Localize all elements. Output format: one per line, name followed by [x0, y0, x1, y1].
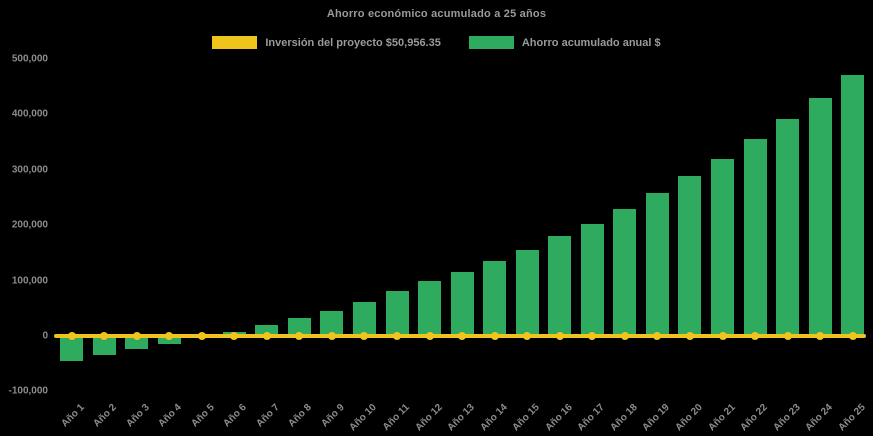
x-axis-tick-label: Año 25	[836, 402, 868, 434]
investment-line-marker	[490, 332, 499, 340]
bar-año-22	[743, 139, 767, 336]
x-axis-tick-label: Año 7	[254, 402, 282, 430]
investment-line-marker	[327, 332, 336, 340]
investment-line-marker	[132, 332, 141, 340]
investment-line-marker	[718, 332, 727, 340]
x-axis-tick-label: Año 8	[286, 402, 315, 430]
bar-año-10	[352, 301, 376, 336]
chart-title: Ahorro económico acumulado a 25 años	[326, 8, 547, 20]
bar-año-7	[255, 324, 279, 336]
bar-año-3	[125, 336, 149, 350]
bar-año-24	[808, 97, 832, 336]
bar-año-12	[418, 281, 442, 336]
bar-año-15	[515, 249, 539, 336]
legend-label-investment: Inversión del proyecto $50,956.35	[265, 36, 441, 49]
investment-line-marker	[67, 332, 76, 340]
investment-line-marker	[360, 332, 369, 340]
x-axis-tick-label: Año 19	[640, 402, 673, 434]
x-axis-tick-label: Año 16	[543, 402, 575, 434]
legend: Inversión del proyecto $50,956.35 Ahorro…	[0, 36, 873, 49]
investment-line-marker	[262, 332, 271, 340]
investment-line-marker	[165, 332, 174, 340]
investment-line-marker	[425, 332, 434, 340]
x-axis-tick-label: Año 12	[412, 402, 445, 434]
legend-swatch-savings-icon	[468, 36, 514, 49]
x-axis-tick-label: Año 5	[189, 402, 217, 430]
investment-line-marker	[295, 332, 304, 340]
x-axis-tick-label: Año 20	[673, 402, 705, 434]
bar-año-20	[678, 176, 702, 336]
x-axis-tick-label: Año 13	[445, 402, 477, 434]
bar-año-19	[645, 192, 669, 336]
investment-line-marker	[620, 332, 629, 340]
y-axis-tick-label: 500,000	[11, 53, 48, 65]
x-axis-tick-label: Año 1	[58, 402, 87, 430]
x-axis-tick-label: Año 11	[380, 402, 412, 433]
investment-line-marker	[588, 332, 597, 340]
y-axis-tick-label: -100,000	[8, 385, 48, 397]
investment-line-marker	[100, 332, 109, 340]
y-axis-tick-label: 200,000	[11, 219, 48, 231]
x-axis-tick-label: Año 22	[738, 402, 770, 434]
bar-año-23	[776, 118, 800, 336]
bar-año-13	[450, 272, 474, 336]
legend-label-savings: Ahorro acumulado anual $	[521, 36, 661, 49]
investment-line-marker	[653, 332, 662, 340]
bar-año-9	[320, 310, 344, 336]
investment-line-marker	[523, 332, 532, 340]
x-axis-tick-label: Año 18	[608, 402, 640, 434]
bar-año-2	[92, 336, 116, 356]
investment-line-marker	[783, 332, 792, 340]
y-axis-tick-label: 300,000	[11, 164, 48, 176]
x-axis-tick-label: Año 17	[575, 402, 608, 434]
x-axis-tick-label: Año 3	[123, 402, 152, 430]
investment-line-marker	[816, 332, 825, 340]
bar-año-11	[385, 291, 409, 336]
investment-line-marker	[230, 332, 239, 340]
investment-line-marker	[555, 332, 564, 340]
bar-año-8	[287, 318, 311, 336]
investment-line-marker	[751, 332, 760, 340]
x-axis-tick-label: Año 4	[156, 402, 184, 430]
investment-line-marker	[393, 332, 401, 340]
x-axis-tick-label: Año 9	[319, 402, 347, 430]
x-axis-tick-label: Año 24	[803, 402, 835, 434]
x-axis-tick-label: Año 6	[221, 402, 250, 430]
investment-line-marker	[685, 332, 694, 340]
bar-año-25	[841, 74, 865, 336]
bar-año-21	[711, 158, 734, 336]
x-axis-tick-label: Año 15	[510, 402, 542, 434]
x-axis-tick-label: Año 14	[478, 402, 510, 434]
x-axis-tick-label: Año 2	[91, 402, 119, 430]
bar-año-18	[613, 208, 637, 336]
bar-año-1	[60, 336, 83, 361]
investment-line-marker	[197, 332, 206, 340]
y-axis-tick-label: 0	[42, 330, 48, 342]
legend-swatch-investment-icon	[212, 36, 258, 49]
x-axis-tick-label: Año 23	[771, 402, 803, 434]
y-axis-tick-label: 100,000	[11, 275, 48, 287]
legend-item-investment: Inversión del proyecto $50,956.35	[212, 36, 441, 49]
y-axis-tick-label: 400,000	[11, 108, 48, 120]
x-axis-tick-label: Año 21	[705, 402, 738, 434]
bar-año-16	[548, 236, 572, 336]
investment-line-marker	[458, 332, 467, 340]
legend-item-savings: Ahorro acumulado anual $	[468, 36, 661, 49]
investment-line-marker	[848, 332, 857, 340]
bar-año-17	[580, 223, 604, 336]
bar-año-14	[483, 261, 507, 336]
x-axis-tick-label: Año 10	[347, 402, 380, 434]
